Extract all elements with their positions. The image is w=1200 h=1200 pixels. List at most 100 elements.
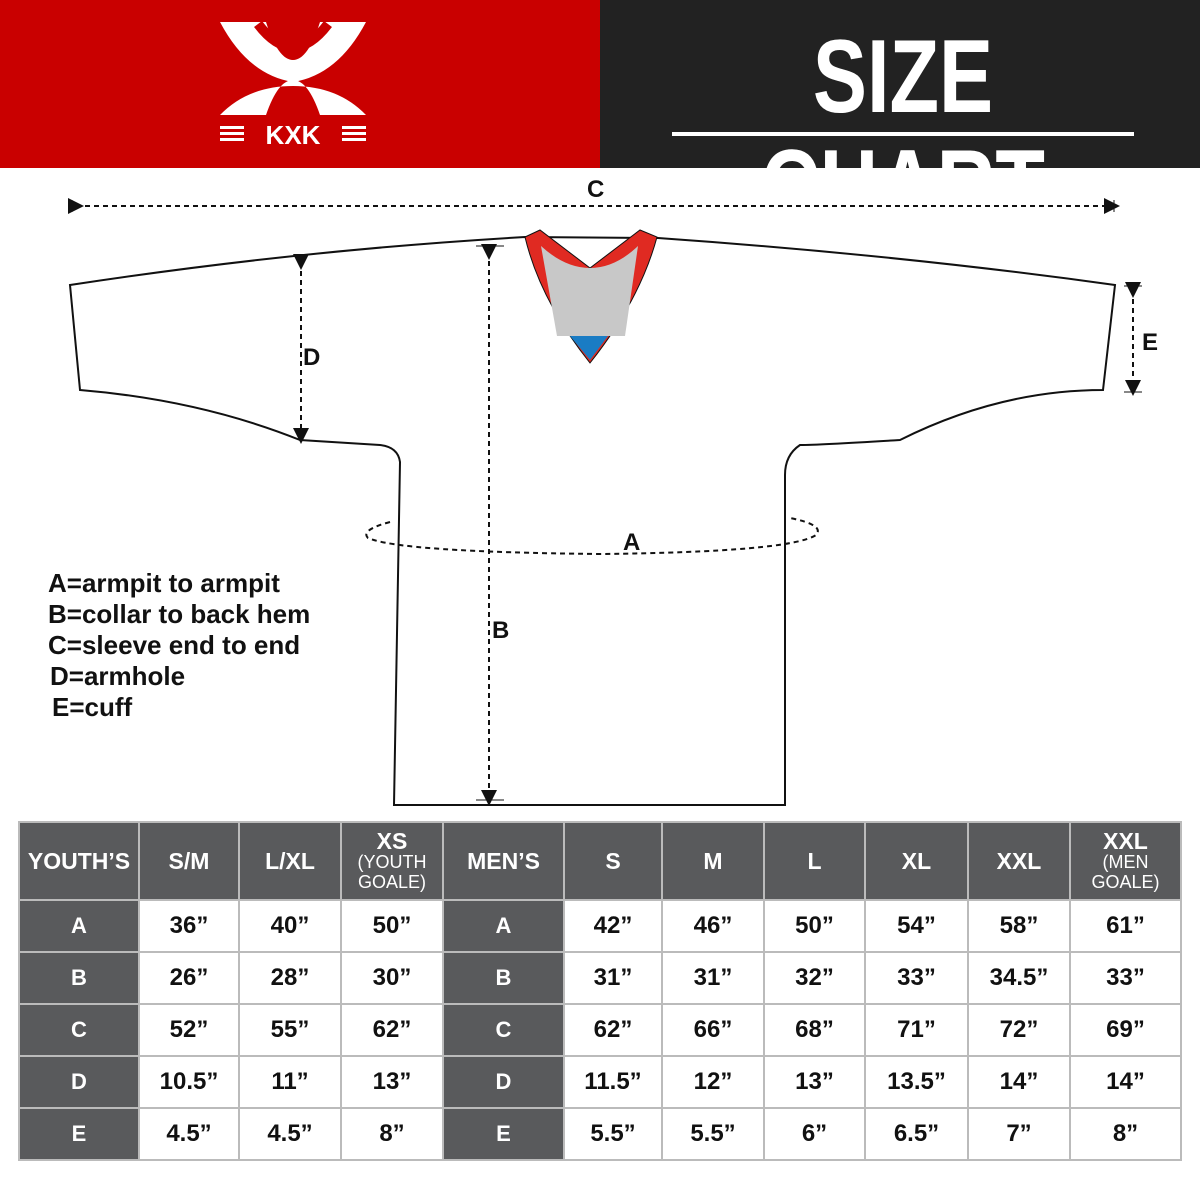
- men-value: 11.5”: [565, 1057, 661, 1107]
- size-note: GOALE): [357, 872, 427, 892]
- label-b: B: [492, 617, 510, 644]
- youth-value: 11”: [240, 1057, 340, 1107]
- men-value: 31”: [565, 953, 661, 1003]
- row-label: E: [20, 1109, 138, 1159]
- men-value: 13.5”: [866, 1057, 967, 1107]
- youth-value: 36”: [140, 901, 238, 951]
- men-value: 68”: [765, 1005, 864, 1055]
- row-label: A: [444, 901, 563, 951]
- column-header: S: [565, 823, 661, 899]
- size-label: XXL: [1103, 828, 1148, 854]
- size-label: XS: [376, 828, 408, 854]
- men-value: 54”: [866, 901, 967, 951]
- youth-value: 4.5”: [140, 1109, 238, 1159]
- page-title: SIZE CHART: [761, 19, 1045, 245]
- table-header-row: YOUTH’S S/M L/XL XS (YOUTH GOALE) MEN’S S M L XL XX…: [20, 823, 1180, 899]
- label-c: C: [587, 176, 605, 203]
- kxk-logo: KXK: [220, 20, 366, 150]
- men-value: 6.5”: [866, 1109, 967, 1159]
- size-note: GOALE): [1091, 872, 1160, 892]
- men-value: 5.5”: [663, 1109, 763, 1159]
- men-value: 33”: [1071, 953, 1180, 1003]
- men-value: 12”: [663, 1057, 763, 1107]
- youth-value: 30”: [342, 953, 442, 1003]
- men-value: 50”: [765, 901, 864, 951]
- column-header: L/XL: [240, 823, 340, 899]
- legend-item: A=armpit to armpit: [48, 568, 280, 598]
- men-value: 13”: [765, 1057, 864, 1107]
- youth-value: 55”: [240, 1005, 340, 1055]
- men-value: 42”: [565, 901, 661, 951]
- table-row: D 10.5” 11” 13” D 11.5” 12” 13” 13.5” 14” 14”: [20, 1057, 1180, 1107]
- size-table: YOUTH’S S/M L/XL XS (YOUTH GOALE) MEN’S S M L XL XX…: [18, 821, 1182, 1161]
- men-value: 61”: [1071, 901, 1180, 951]
- dim-a-ellipse: [365, 517, 819, 556]
- men-value: 14”: [1071, 1057, 1180, 1107]
- men-value: 69”: [1071, 1005, 1180, 1055]
- collar-tip: [570, 336, 608, 360]
- row-label: E: [444, 1109, 563, 1159]
- youth-value: 10.5”: [140, 1057, 238, 1107]
- men-value: 14”: [969, 1057, 1069, 1107]
- youth-value: 4.5”: [240, 1109, 340, 1159]
- label-a: A: [623, 529, 641, 556]
- title-banner: [600, 0, 1200, 168]
- column-header: L: [765, 823, 864, 899]
- men-value: 34.5”: [969, 953, 1069, 1003]
- youth-value: 40”: [240, 901, 340, 951]
- legend-item: B=collar to back hem: [48, 599, 311, 629]
- legend-item: E=cuff: [52, 692, 133, 722]
- svg-text:KXK: KXK: [266, 120, 321, 150]
- column-header: MEN’S: [444, 823, 563, 899]
- youth-value: 28”: [240, 953, 340, 1003]
- title-underline: [672, 132, 1134, 136]
- men-value: 66”: [663, 1005, 763, 1055]
- column-header: XS (YOUTH GOALE): [342, 823, 442, 899]
- men-value: 58”: [969, 901, 1069, 951]
- table-row: E 4.5” 4.5” 8” E 5.5” 5.5” 6” 6.5” 7” 8”: [20, 1109, 1180, 1159]
- table-row: B 26” 28” 30” B 31” 31” 32” 33” 34.5” 33”: [20, 953, 1180, 1003]
- legend-item: C=sleeve end to end: [48, 630, 301, 660]
- youth-value: 52”: [140, 1005, 238, 1055]
- row-label: D: [20, 1057, 138, 1107]
- column-header: XXL (MEN GOALE): [1071, 823, 1180, 899]
- column-header: XL: [866, 823, 967, 899]
- youth-value: 13”: [342, 1057, 442, 1107]
- measurement-legend: A=armpit to armpit B=collar to back hem …: [48, 568, 310, 723]
- jersey-outline: [68, 235, 1117, 806]
- row-label: B: [444, 953, 563, 1003]
- row-label: C: [444, 1005, 563, 1055]
- label-d: D: [303, 344, 321, 371]
- youth-value: 50”: [342, 901, 442, 951]
- row-label: D: [444, 1057, 563, 1107]
- youth-value: 62”: [342, 1005, 442, 1055]
- size-note: (MEN: [1102, 852, 1149, 872]
- men-value: 32”: [765, 953, 864, 1003]
- row-label: B: [20, 953, 138, 1003]
- column-header: M: [663, 823, 763, 899]
- column-header: XXL: [969, 823, 1069, 899]
- youth-value: 8”: [342, 1109, 442, 1159]
- column-header: S/M: [140, 823, 238, 899]
- youth-value: 26”: [140, 953, 238, 1003]
- men-value: 5.5”: [565, 1109, 661, 1159]
- label-e: E: [1142, 329, 1159, 356]
- men-value: 6”: [765, 1109, 864, 1159]
- row-label: A: [20, 901, 138, 951]
- men-value: 46”: [663, 901, 763, 951]
- size-note: (YOUTH: [357, 852, 427, 872]
- row-label: C: [20, 1005, 138, 1055]
- collar-inner: [541, 246, 638, 336]
- legend-item: D=armhole: [50, 661, 186, 691]
- men-value: 7”: [969, 1109, 1069, 1159]
- men-value: 31”: [663, 953, 763, 1003]
- men-value: 8”: [1071, 1109, 1180, 1159]
- table-row: A 36” 40” 50” A 42” 46” 50” 54” 58” 61”: [20, 901, 1180, 951]
- men-value: 33”: [866, 953, 967, 1003]
- men-value: 72”: [969, 1005, 1069, 1055]
- column-header: YOUTH’S: [20, 823, 138, 899]
- men-value: 62”: [565, 1005, 661, 1055]
- table-row: C 52” 55” 62” C 62” 66” 68” 71” 72” 69”: [20, 1005, 1180, 1055]
- jersey-diagram: [68, 198, 1142, 806]
- men-value: 71”: [866, 1005, 967, 1055]
